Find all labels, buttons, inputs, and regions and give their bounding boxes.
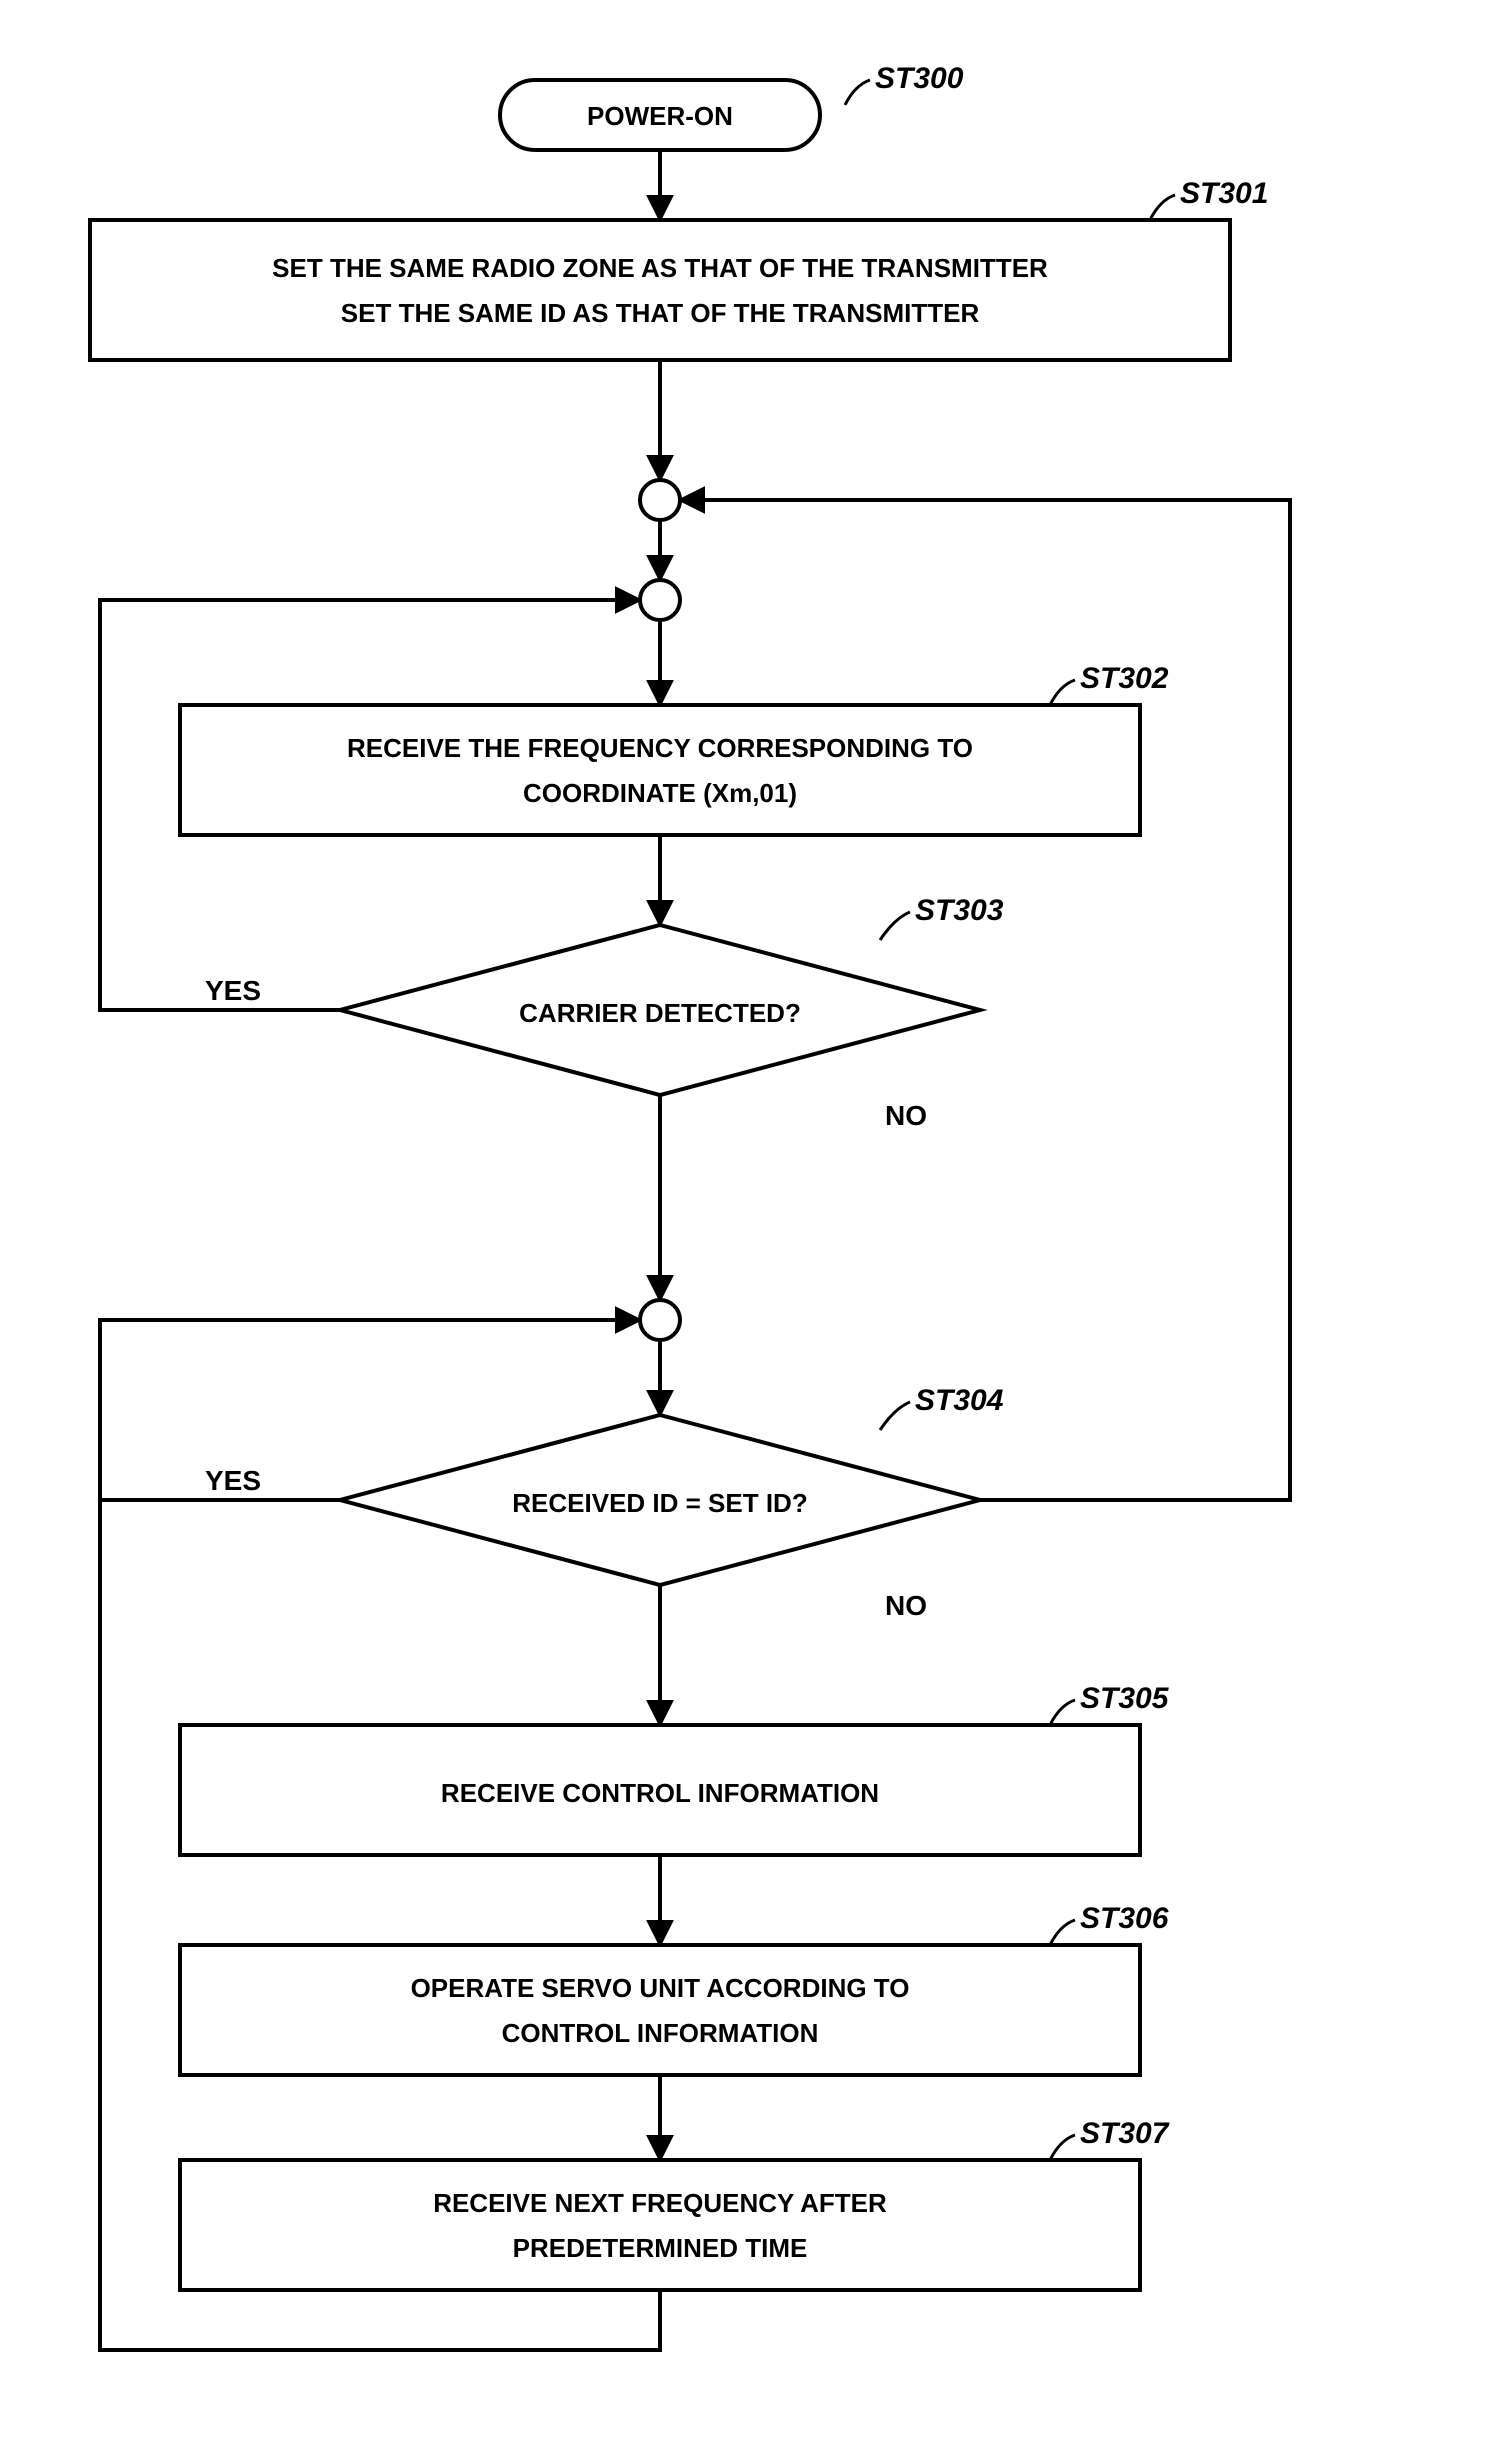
st301-line2: SET THE SAME ID AS THAT OF THE TRANSMITT… [341, 298, 980, 328]
junction-2 [640, 580, 680, 620]
st306-label: ST306 [1080, 1902, 1169, 1935]
st300-text: POWER-ON [587, 101, 733, 131]
label-st305: ST305 [1050, 1682, 1170, 1725]
node-st300: POWER-ON [500, 80, 820, 150]
st302-label: ST302 [1080, 662, 1169, 695]
node-st304: RECEIVED ID = SET ID? [340, 1415, 980, 1585]
junction-3 [640, 1300, 680, 1340]
st303-yes: YES [205, 975, 261, 1006]
node-st305: RECEIVE CONTROL INFORMATION [180, 1725, 1140, 1855]
st303-no: NO [885, 1100, 927, 1131]
st304-yes: YES [205, 1465, 261, 1496]
label-st307: ST307 [1050, 2117, 1170, 2160]
node-st301: SET THE SAME RADIO ZONE AS THAT OF THE T… [90, 220, 1230, 360]
label-st303: ST303 [880, 894, 1004, 940]
junction-1 [640, 480, 680, 520]
flowchart-canvas: POWER-ON ST300 SET THE SAME RADIO ZONE A… [0, 0, 1511, 2447]
st304-text: RECEIVED ID = SET ID? [512, 1488, 807, 1518]
st301-label: ST301 [1180, 177, 1268, 210]
node-st307: RECEIVE NEXT FREQUENCY AFTER PREDETERMIN… [180, 2160, 1140, 2290]
st306-line1: OPERATE SERVO UNIT ACCORDING TO [411, 1973, 910, 2003]
st305-label: ST305 [1080, 1682, 1170, 1715]
label-st302: ST302 [1050, 662, 1169, 705]
st303-label: ST303 [915, 894, 1004, 927]
st307-line1: RECEIVE NEXT FREQUENCY AFTER [433, 2188, 887, 2218]
st307-line2: PREDETERMINED TIME [513, 2233, 808, 2263]
label-st306: ST306 [1050, 1902, 1169, 1945]
st301-line1: SET THE SAME RADIO ZONE AS THAT OF THE T… [272, 253, 1048, 283]
st307-label: ST307 [1080, 2117, 1170, 2150]
st300-label: ST300 [875, 62, 964, 95]
st304-label: ST304 [915, 1384, 1004, 1417]
label-st300: ST300 [845, 62, 964, 105]
st306-line2: CONTROL INFORMATION [502, 2018, 819, 2048]
st305-text: RECEIVE CONTROL INFORMATION [441, 1778, 879, 1808]
label-st301: ST301 [1150, 177, 1268, 220]
st303-text: CARRIER DETECTED? [519, 998, 801, 1028]
label-st304: ST304 [880, 1384, 1004, 1430]
st302-line2: COORDINATE (Xm,01) [523, 778, 797, 808]
node-st302: RECEIVE THE FREQUENCY CORRESPONDING TO C… [180, 705, 1140, 835]
node-st306: OPERATE SERVO UNIT ACCORDING TO CONTROL … [180, 1945, 1140, 2075]
node-st303: CARRIER DETECTED? [340, 925, 980, 1095]
st304-no: NO [885, 1590, 927, 1621]
st302-line1: RECEIVE THE FREQUENCY CORRESPONDING TO [347, 733, 973, 763]
